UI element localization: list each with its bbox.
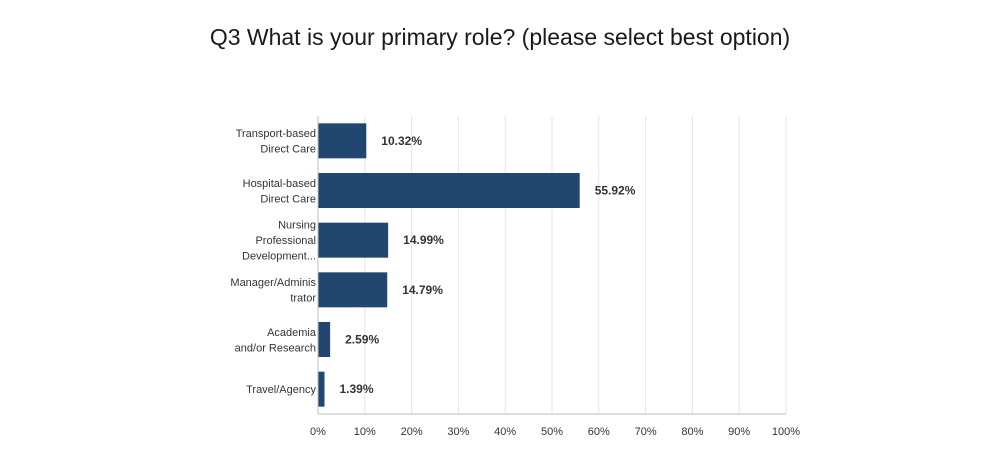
y-tick-label-line: Academia [267, 327, 317, 339]
x-tick-label: 80% [681, 426, 703, 438]
bar [318, 371, 325, 407]
data-label: 2.59% [345, 333, 379, 347]
y-tick-label-line: Travel/Agency [246, 384, 316, 396]
y-tick-label: Travel/Agency [246, 384, 316, 396]
y-tick-label-line: Nursing [278, 220, 316, 232]
labels: 0% 10% 20% 30% 40% 50% 60% 70% 80% 90% 100% 10.32% T… [230, 128, 800, 438]
bar [318, 123, 367, 159]
bar [318, 272, 388, 308]
x-tick-label: 10% [354, 426, 376, 438]
y-tick-label-line: Transport-based [236, 128, 316, 140]
y-tick-label-line: trator [290, 293, 316, 305]
bar [318, 322, 331, 357]
y-tick-label: Transport-based Direct Care [236, 128, 316, 156]
y-tick-label-line: Development... [242, 251, 316, 263]
y-tick-label-line: Professional [255, 235, 316, 247]
y-tick-label-line: Hospital-based [243, 178, 316, 190]
x-tick-label: 50% [541, 426, 563, 438]
bar [318, 222, 389, 258]
x-tick-label: 60% [588, 426, 610, 438]
x-tick-label: 100% [772, 426, 800, 438]
y-tick-label: Hospital-based Direct Care [243, 178, 316, 206]
x-tick-label: 20% [401, 426, 423, 438]
bars [318, 123, 580, 407]
data-label: 55.92% [595, 184, 636, 198]
x-tick-label: 70% [635, 426, 657, 438]
y-tick-label: Manager/Adminis trator [230, 277, 316, 305]
chart-title: Q3 What is your primary role? (please se… [209, 24, 791, 50]
x-tick-label: 30% [447, 426, 469, 438]
y-tick-label-line: Direct Care [260, 144, 316, 156]
grid-lines [364, 116, 787, 414]
data-label: 10.32% [381, 134, 422, 148]
data-label: 14.79% [402, 283, 443, 297]
x-tick-label: 0% [310, 426, 326, 438]
data-label: 1.39% [340, 382, 374, 396]
y-tick-label-line: Manager/Adminis [230, 277, 316, 289]
y-tick-label-line: and/or Research [235, 342, 316, 354]
y-tick-label: Academia and/or Research [235, 327, 317, 355]
bar [318, 173, 580, 208]
data-label: 14.99% [403, 233, 444, 247]
axes [317, 116, 786, 415]
x-tick-label: 90% [728, 426, 750, 438]
y-tick-label: Nursing Professional Development... [242, 220, 316, 263]
x-tick-label: 40% [494, 426, 516, 438]
y-tick-label-line: Direct Care [260, 193, 316, 205]
